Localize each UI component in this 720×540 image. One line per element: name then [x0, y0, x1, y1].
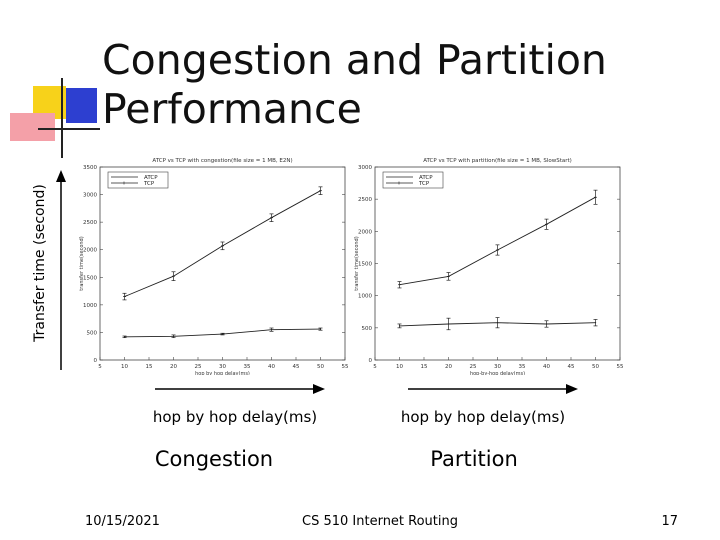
x-tick-label: 5: [98, 364, 102, 370]
y-tick-label: 1500: [83, 275, 97, 281]
footer-page-number: 17: [661, 514, 678, 529]
legend-label: TCP: [143, 181, 155, 187]
x-tick-label: 25: [470, 364, 477, 370]
legend-box: [107, 171, 169, 189]
chart-title: ATCP vs TCP with congestion(file size = …: [152, 158, 292, 164]
legend-label: ATCP: [419, 175, 433, 181]
x-tick-label: 10: [121, 364, 128, 370]
data-point: [123, 336, 126, 338]
legend-label: ATCP: [144, 175, 158, 181]
data-point: [270, 329, 273, 331]
legend-label: TCP: [418, 181, 430, 187]
data-point: [594, 322, 597, 324]
y-tick-label: 0: [94, 358, 98, 364]
congestion-chart: ATCP vs TCP with congestion(file size = …: [75, 155, 355, 375]
x-tick-label: 45: [568, 364, 575, 370]
y-tick-label: 2000: [358, 229, 372, 235]
data-point: [496, 322, 499, 324]
footer-course: CS 510 Internet Routing: [302, 514, 458, 529]
x-tick-label: 35: [244, 364, 251, 370]
y-tick-label: 500: [362, 326, 373, 332]
data-point: [447, 323, 450, 325]
x-tick-label: 5: [373, 364, 377, 370]
data-point: [172, 335, 175, 337]
x-tick-label: 25: [195, 364, 202, 370]
y-tick-label: 3500: [83, 165, 97, 171]
decor-pink-square: [10, 113, 55, 141]
plot-frame: [374, 166, 621, 361]
slide-title: Congestion and Partition Performance: [102, 36, 607, 133]
y-tick-label: 1500: [358, 262, 372, 268]
y-tick-label: 3000: [358, 165, 372, 171]
decor-horizontal-line: [38, 128, 100, 130]
y-axis-arrow: [56, 170, 66, 370]
x-caption-congestion: hop by hop delay(ms): [152, 408, 318, 426]
x-tick-label: 30: [219, 364, 226, 370]
y-tick-label: 0: [369, 358, 373, 364]
y-tick-label: 2000: [83, 248, 97, 254]
x-caption-partition: hop by hop delay(ms): [400, 408, 566, 426]
x-axis-label: hop by hop delay(ms): [195, 371, 250, 375]
y-axis-caption: Transfer time (second): [32, 184, 48, 342]
x-tick-label: 15: [421, 364, 428, 370]
y-axis-label: transfer time(second): [79, 236, 85, 290]
data-point: [545, 323, 548, 325]
x-tick-label: 55: [617, 364, 624, 370]
x-tick-label: 35: [519, 364, 526, 370]
x-tick-label: 40: [268, 364, 275, 370]
y-tick-label: 500: [87, 330, 98, 336]
x-tick-label: 45: [293, 364, 300, 370]
data-point: [319, 328, 322, 330]
series-line-tcp: [399, 196, 596, 286]
x-tick-label: 20: [445, 364, 452, 370]
x-tick-label: 10: [396, 364, 403, 370]
data-point: [398, 325, 401, 327]
y-tick-label: 1000: [83, 303, 97, 309]
data-point: [221, 333, 224, 335]
y-tick-label: 2500: [358, 197, 372, 203]
y-axis-label: transfer time(second): [354, 236, 360, 290]
y-tick-label: 1000: [358, 294, 372, 300]
x-tick-label: 15: [146, 364, 153, 370]
x-axis-arrow-partition: [408, 384, 578, 394]
x-axis-arrow-congestion: [155, 384, 325, 394]
x-tick-label: 40: [543, 364, 550, 370]
y-tick-label: 3000: [83, 193, 97, 199]
y-tick-label: 2500: [83, 220, 97, 226]
chart-name-partition: Partition: [430, 447, 518, 471]
chart-name-congestion: Congestion: [154, 447, 274, 471]
x-tick-label: 20: [170, 364, 177, 370]
x-axis-label: hop-by-hop delay(ms): [470, 371, 525, 375]
footer-date: 10/15/2021: [85, 514, 160, 529]
chart-title: ATCP vs TCP with partition(file size = 1…: [423, 158, 572, 164]
plot-frame: [99, 166, 346, 361]
x-tick-label: 50: [317, 364, 324, 370]
legend-box: [382, 171, 444, 189]
partition-chart: ATCP vs TCP with partition(file size = 1…: [350, 155, 630, 375]
x-tick-label: 55: [342, 364, 349, 370]
decor-blue-square: [66, 88, 97, 123]
x-tick-label: 30: [494, 364, 501, 370]
x-tick-label: 50: [592, 364, 599, 370]
decor-vertical-line: [61, 78, 63, 158]
